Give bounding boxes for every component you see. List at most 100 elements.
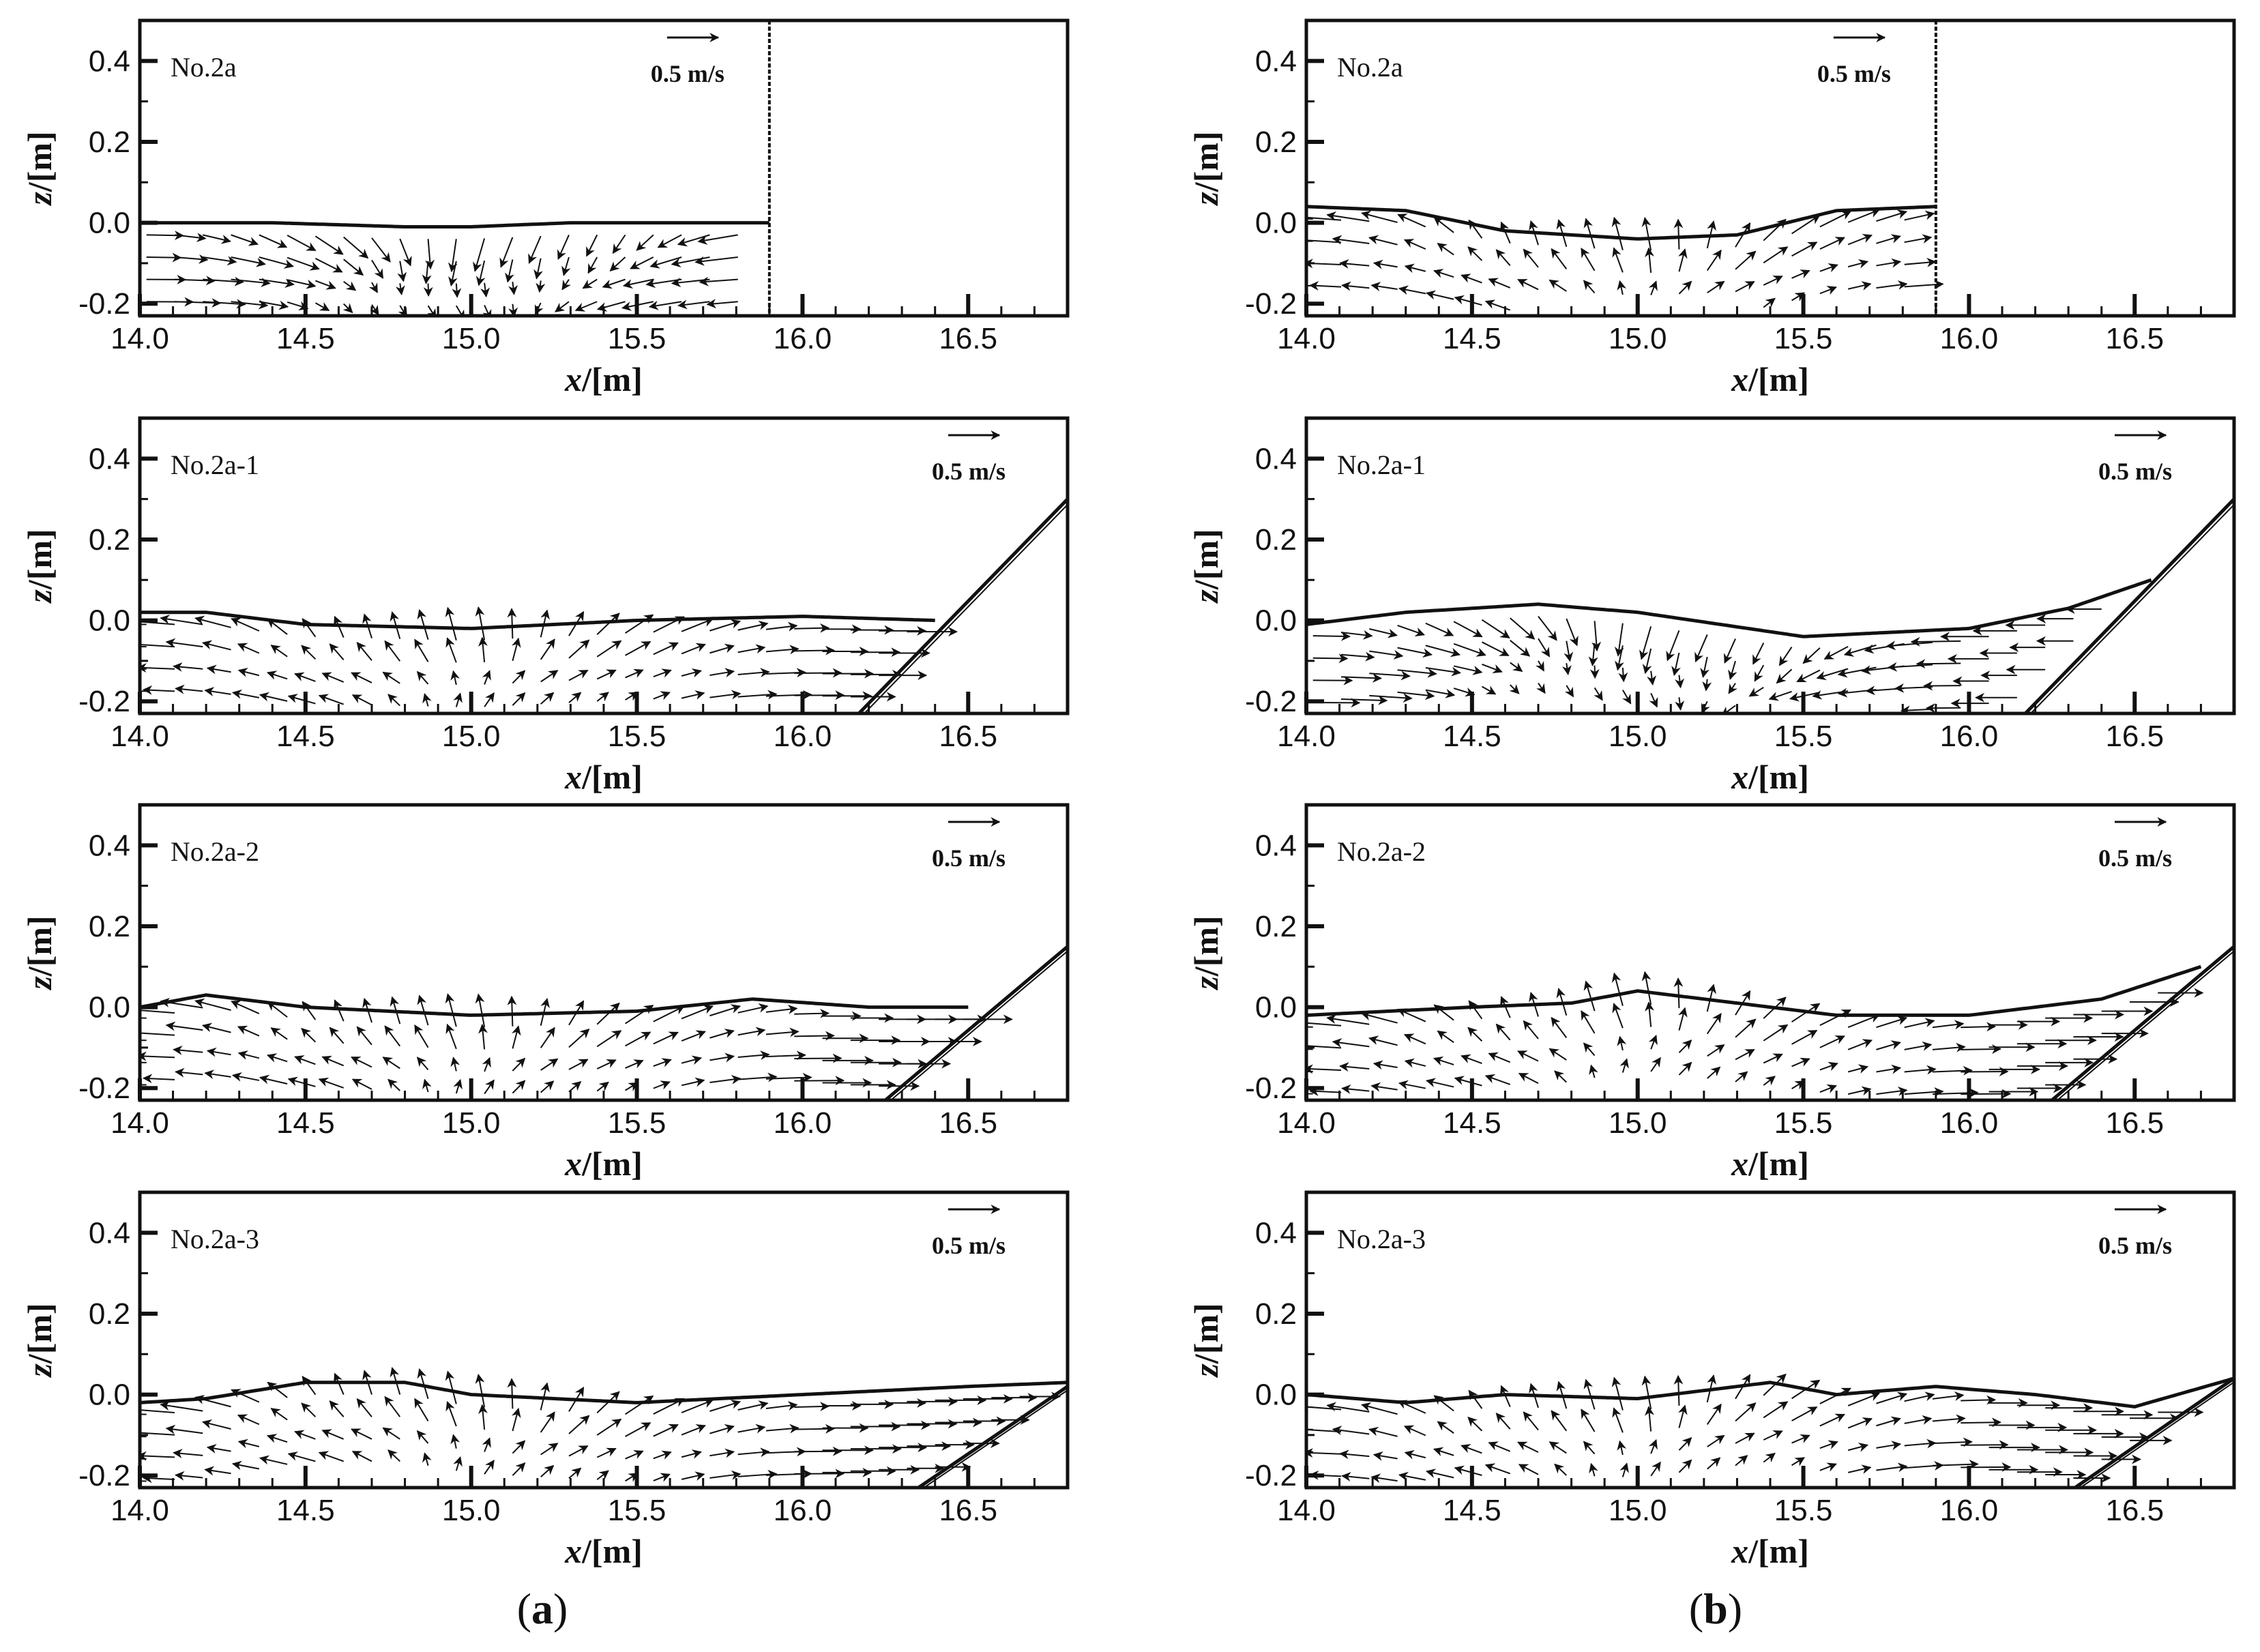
- velocity-vector: [1433, 269, 1454, 278]
- velocity-vector: [1398, 285, 1426, 295]
- plot-frame: [1304, 803, 2236, 1102]
- velocity-vector: [681, 1449, 703, 1459]
- velocity-vector: [140, 1409, 175, 1414]
- velocity-vector: [231, 1072, 260, 1082]
- velocity-vector: [1306, 1064, 1342, 1074]
- velocity-vector: [1588, 643, 1598, 666]
- x-tick-label: 14.5: [1443, 1494, 1501, 1527]
- velocity-vector: [1735, 1455, 1748, 1466]
- velocity-vector: [737, 668, 770, 678]
- y-tick-label: 0.2: [89, 1297, 130, 1331]
- velocity-vector: [737, 1050, 770, 1061]
- x-axis-unit: /[m]: [581, 758, 643, 796]
- velocity-vector: [653, 691, 671, 700]
- velocity-vector: [1397, 647, 1433, 658]
- velocity-vector: [1675, 697, 1685, 711]
- velocity-vector: [1900, 705, 1933, 713]
- slope-boundary: [918, 1385, 1068, 1488]
- velocity-vector: [237, 1439, 260, 1449]
- velocity-vector: [1876, 258, 1902, 268]
- velocity-vector: [1791, 1406, 1818, 1421]
- velocity-vector: [1397, 213, 1426, 228]
- velocity-vector: [677, 234, 710, 247]
- velocity-vector: [1341, 281, 1370, 291]
- velocity-vector: [231, 1389, 260, 1403]
- x-tick-label: 16.0: [1940, 1106, 1999, 1140]
- velocity-vector: [237, 1025, 260, 1037]
- x-tick-label: 16.5: [939, 1106, 997, 1140]
- velocity-vector: [540, 692, 555, 705]
- y-tick-label: -0.2: [1245, 287, 1297, 321]
- velocity-vector: [1612, 1003, 1624, 1029]
- y-tick-label: 0.2: [1255, 1297, 1297, 1331]
- velocity-vector: [1932, 1042, 1966, 1052]
- velocity-vector: [472, 238, 486, 272]
- velocity-vector: [314, 235, 344, 255]
- velocity-vector: [681, 1005, 714, 1020]
- velocity-vector: [512, 1057, 526, 1072]
- velocity-vector: [174, 254, 209, 264]
- velocity-vector: [384, 1396, 401, 1417]
- y-tick-label: 0.4: [1255, 44, 1297, 78]
- velocity-vector: [765, 1424, 799, 1434]
- velocity-vector: [681, 668, 703, 678]
- velocity-vector: [1735, 1048, 1755, 1061]
- y-axis-var: z: [20, 589, 59, 604]
- velocity-vector: [1488, 278, 1511, 289]
- velocity-vector: [270, 1027, 288, 1040]
- velocity-vector: [625, 1395, 654, 1415]
- velocity-vector: [512, 1407, 521, 1432]
- velocity-vector: [1791, 1029, 1818, 1045]
- y-axis-var: z: [1187, 192, 1225, 207]
- velocity-vector: [1642, 648, 1652, 675]
- velocity-vector: [1549, 279, 1567, 292]
- velocity-vector: [596, 1059, 617, 1070]
- velocity-vector: [1819, 237, 1845, 250]
- y-tick-label: 0.0: [1255, 207, 1297, 240]
- velocity-vector: [416, 1057, 429, 1071]
- velocity-vector: [681, 1424, 707, 1436]
- x-tick-label: 16.5: [2105, 1106, 2164, 1140]
- velocity-vector: [1481, 685, 1497, 695]
- velocity-vector: [582, 278, 598, 289]
- velocity-vector: [681, 643, 707, 655]
- velocity-vector: [203, 276, 244, 286]
- velocity-vector: [540, 638, 555, 660]
- velocity-vector: [384, 1025, 401, 1047]
- x-tick-label: 14.0: [1277, 1494, 1336, 1527]
- velocity-vector: [1517, 1441, 1539, 1453]
- velocity-vector: [201, 640, 231, 651]
- y-axis-var: z: [20, 192, 59, 207]
- velocity-vector: [1549, 1441, 1567, 1454]
- velocity-vector: [140, 1032, 175, 1036]
- x-axis-unit: /[m]: [581, 360, 643, 398]
- plot-area: [140, 1367, 1068, 1488]
- velocity-vector: [1619, 1058, 1629, 1073]
- velocity-vector: [1326, 1014, 1370, 1025]
- x-tick-label: 14.5: [276, 720, 335, 753]
- velocity-vector: [427, 305, 437, 316]
- velocity-vector: [1752, 643, 1765, 665]
- velocity-vector: [140, 1051, 175, 1061]
- velocity-vector: [321, 672, 344, 683]
- velocity-vector: [1554, 1463, 1567, 1476]
- velocity-vector: [1500, 221, 1511, 244]
- velocity-vector: [1847, 1064, 1869, 1074]
- x-axis-unit: /[m]: [1748, 758, 1809, 796]
- velocity-vector: [422, 693, 432, 707]
- slope-boundary: [2051, 945, 2234, 1100]
- velocity-vector: [1591, 621, 1602, 652]
- x-axis-label: x/[m]: [564, 1145, 643, 1183]
- velocity-vector: [1340, 695, 1388, 705]
- velocity-vector: [1306, 1022, 1342, 1027]
- velocity-vector: [445, 637, 457, 663]
- velocity-vector: [231, 234, 259, 246]
- velocity-vector: [596, 1081, 609, 1092]
- velocity-vector: [1847, 1391, 1880, 1406]
- velocity-vector: [681, 1030, 707, 1042]
- velocity-vector: [318, 694, 344, 705]
- velocity-vector: [399, 238, 412, 267]
- velocity-vector: [1791, 269, 1810, 279]
- x-tick-label: 14.0: [111, 1494, 169, 1527]
- velocity-vector: [653, 1450, 672, 1460]
